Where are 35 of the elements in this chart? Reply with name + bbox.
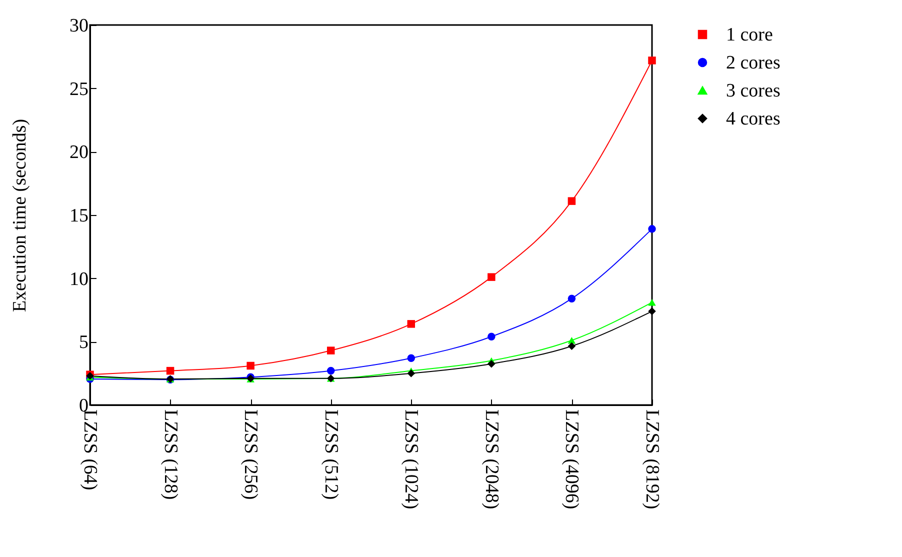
point <box>488 273 496 281</box>
legend-label: 3 cores <box>726 80 780 102</box>
y-tick-label: 25 <box>70 78 88 100</box>
y-tick-label: 5 <box>79 332 88 354</box>
point <box>488 332 496 340</box>
y-axis-title: Execution time (seconds) <box>10 118 30 312</box>
point <box>568 294 576 302</box>
x-tick-label: LZSS (512) <box>320 410 342 500</box>
legend-label: 4 cores <box>726 108 780 130</box>
point <box>648 307 656 316</box>
x-tick-label: LZSS (8192) <box>642 410 662 510</box>
point <box>407 369 416 378</box>
point <box>648 56 656 64</box>
point <box>407 320 416 328</box>
point <box>326 366 335 375</box>
point <box>568 197 576 205</box>
point <box>407 354 416 362</box>
point <box>166 366 174 375</box>
y-tick-label: 10 <box>70 268 88 290</box>
point <box>326 346 335 354</box>
legend-label: 1 core <box>726 24 773 46</box>
point <box>648 299 656 306</box>
point <box>488 360 496 368</box>
x-tick-label: LZSS (2048) <box>480 410 502 510</box>
x-tick-label: LZSS (4096) <box>561 410 582 510</box>
y-tick-label: 20 <box>70 142 88 164</box>
x-tick-label: LZSS (256) <box>240 410 262 500</box>
point <box>246 362 254 370</box>
y-tick-label: 30 <box>70 16 88 36</box>
legend-label: 2 cores <box>726 52 780 74</box>
point <box>648 225 656 233</box>
point <box>568 342 576 350</box>
y-tick-label: 15 <box>70 206 88 226</box>
x-tick-label: LZSS (128) <box>160 410 181 500</box>
x-tick-label: LZSS (1024) <box>400 410 422 510</box>
